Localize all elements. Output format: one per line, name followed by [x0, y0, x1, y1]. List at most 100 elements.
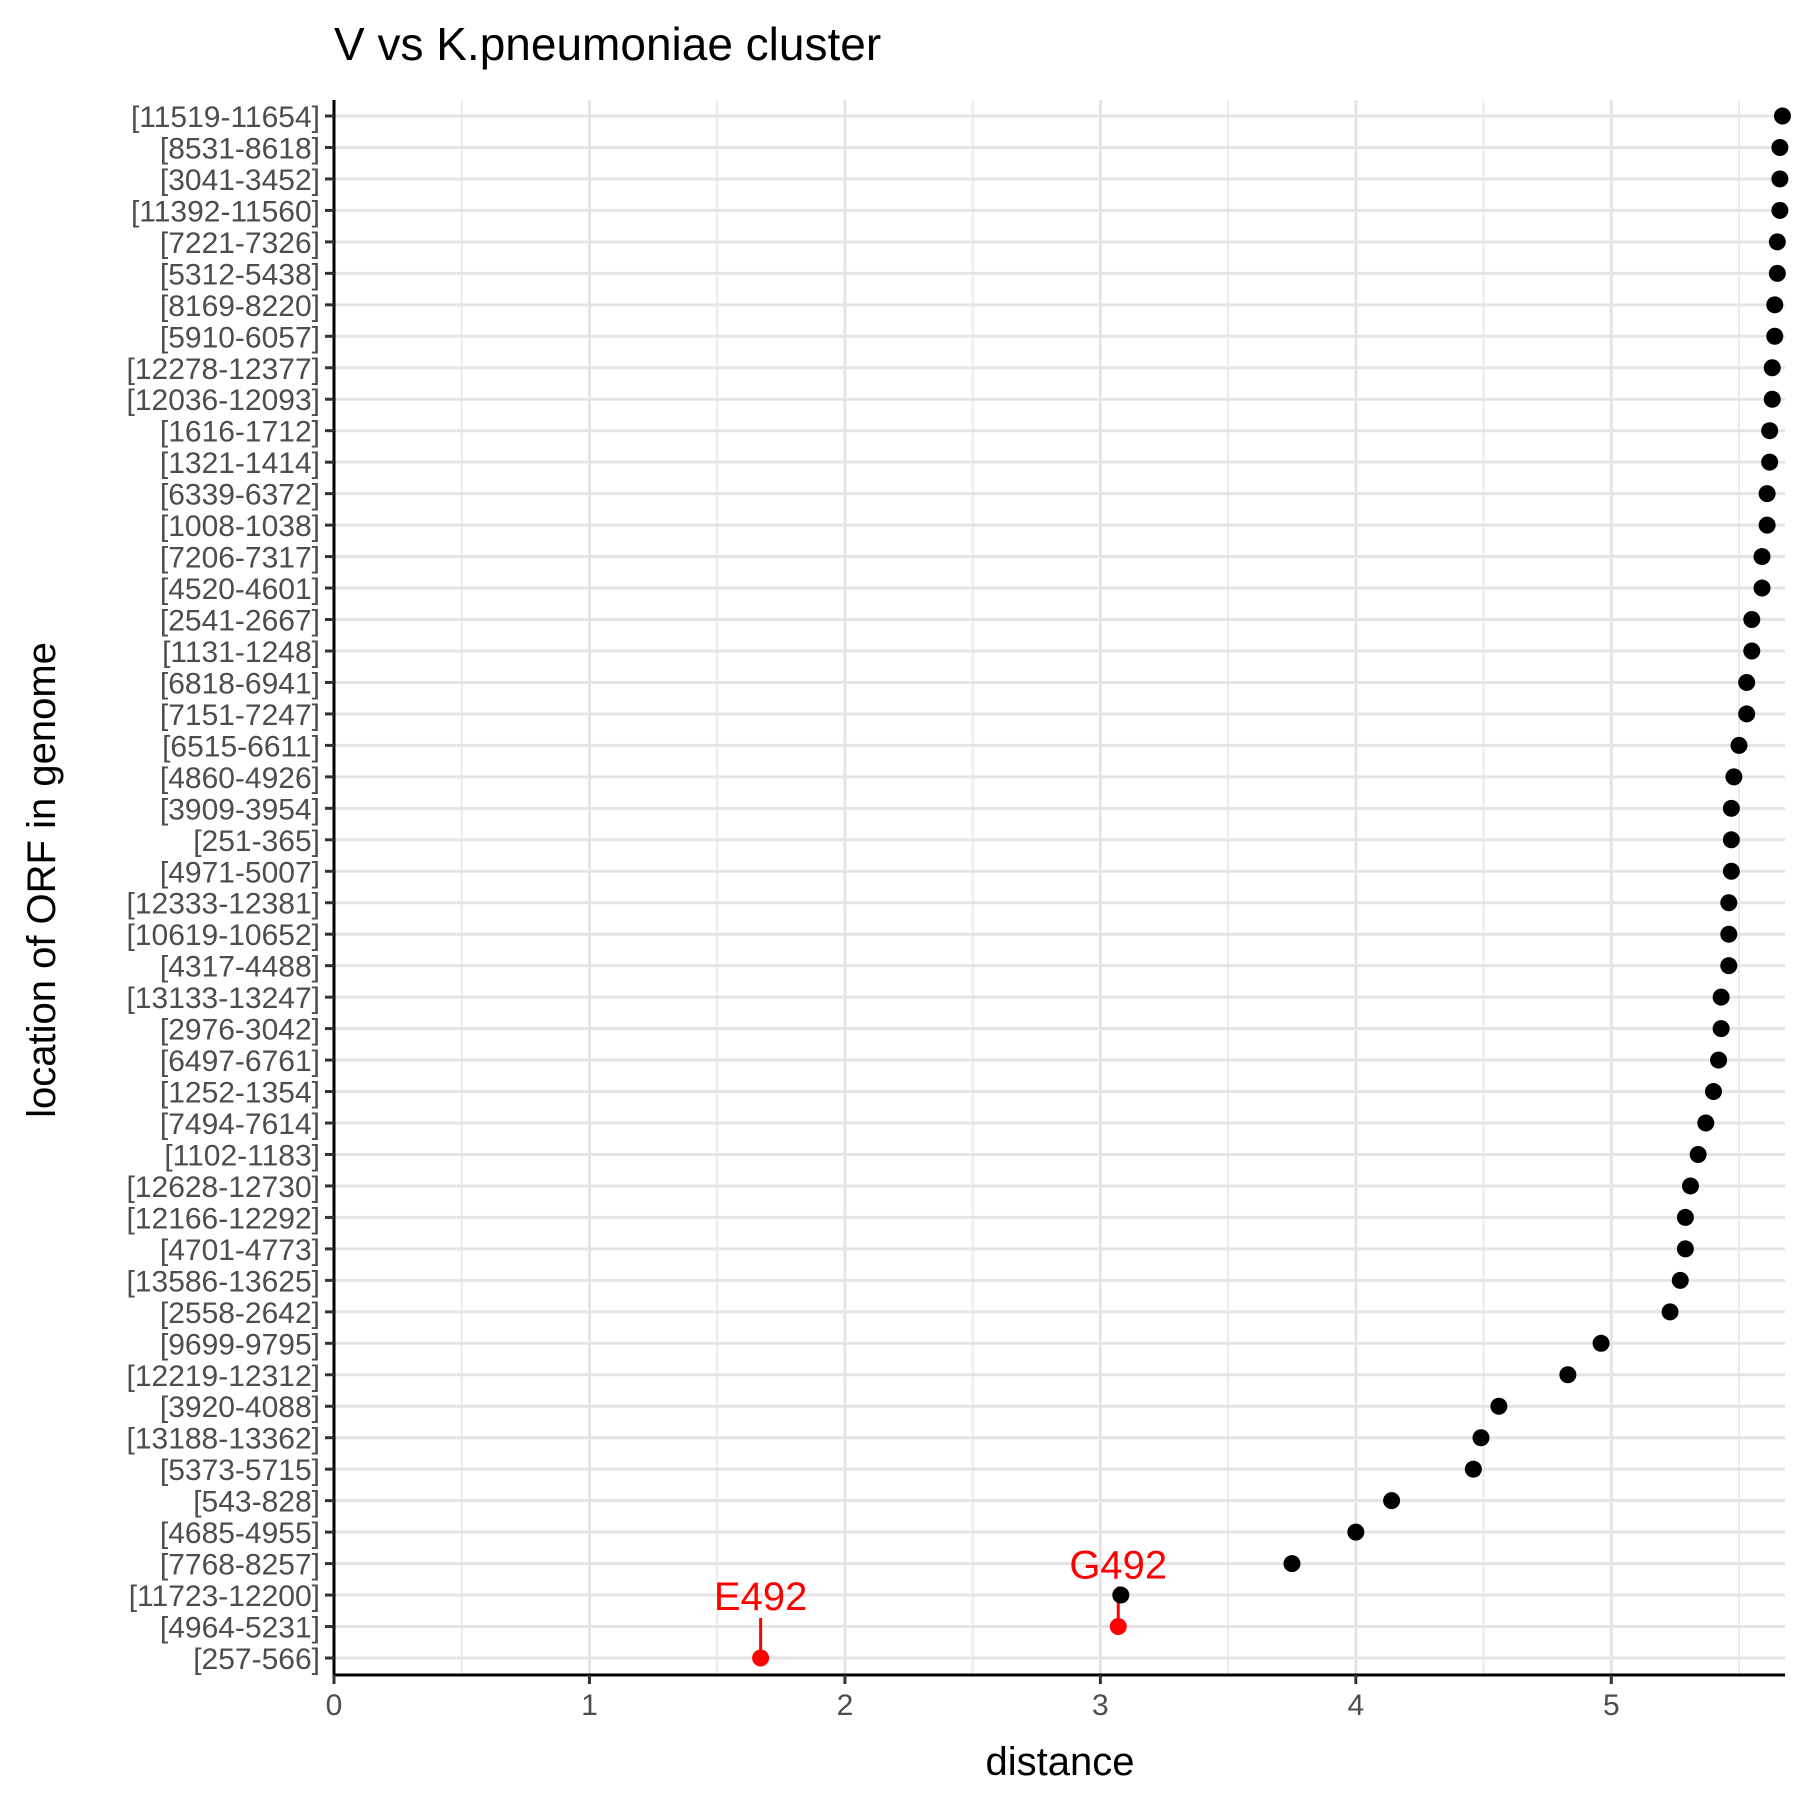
- highlight-point: [752, 1649, 770, 1667]
- x-tick-label: 3: [1092, 1689, 1109, 1722]
- y-tick-label: [3920-4088]: [160, 1391, 320, 1424]
- data-point: [1720, 957, 1738, 975]
- y-tick-label: [12278-12377]: [126, 353, 320, 386]
- y-tick-label: [1008-1038]: [160, 510, 320, 543]
- y-tick-label: [4860-4926]: [160, 762, 320, 795]
- y-axis-title: location of ORF in genome: [20, 642, 64, 1118]
- y-tick-label: [3909-3954]: [160, 793, 320, 826]
- data-points: [752, 107, 1791, 1667]
- data-point: [1743, 642, 1761, 660]
- data-point: [1758, 485, 1776, 503]
- y-tick-label: [1321-1414]: [160, 447, 320, 480]
- y-tick-label: [12036-12093]: [126, 384, 320, 417]
- data-point: [1559, 1366, 1577, 1384]
- x-tick-label: 2: [837, 1689, 854, 1722]
- x-tick-label: 4: [1347, 1689, 1364, 1722]
- y-tick-label: [5312-5438]: [160, 258, 320, 291]
- data-point: [1730, 736, 1748, 754]
- data-point: [1383, 1492, 1401, 1510]
- data-point: [1768, 264, 1786, 282]
- y-tick-label: [5373-5715]: [160, 1454, 320, 1487]
- data-point: [1676, 1208, 1694, 1226]
- y-tick-label: [7151-7247]: [160, 699, 320, 732]
- chart-title: V vs K.pneumoniae cluster: [334, 18, 881, 70]
- data-point: [1720, 894, 1738, 912]
- y-tick-label: [1252-1354]: [160, 1077, 320, 1110]
- y-tick-label: [12219-12312]: [126, 1360, 320, 1393]
- highlight-point: [1109, 1618, 1127, 1636]
- annotation-label: E492: [714, 1575, 807, 1619]
- y-tick-label: [13586-13625]: [126, 1265, 320, 1298]
- y-tick-label: [4701-4773]: [160, 1234, 320, 1267]
- y-tick-label: [4685-4955]: [160, 1517, 320, 1550]
- data-point: [1720, 925, 1738, 943]
- data-point: [1763, 359, 1781, 377]
- data-point: [1738, 705, 1756, 723]
- y-tick-label: [6497-6761]: [160, 1045, 320, 1078]
- y-tick-label: [9699-9795]: [160, 1328, 320, 1361]
- y-tick-label: [1131-1248]: [162, 636, 320, 669]
- y-tick-label: [13188-13362]: [126, 1423, 320, 1456]
- data-point: [1712, 988, 1730, 1006]
- y-tick-label: [12166-12292]: [126, 1202, 320, 1235]
- data-point: [1771, 138, 1789, 156]
- y-tick-label: [10619-10652]: [126, 919, 320, 952]
- x-tick-label: 0: [326, 1689, 343, 1722]
- data-point: [1676, 1240, 1694, 1258]
- data-point: [1112, 1586, 1130, 1604]
- data-point: [1743, 611, 1761, 629]
- data-point: [1753, 548, 1771, 566]
- data-point: [1761, 422, 1779, 440]
- annotation-label: G492: [1069, 1544, 1167, 1588]
- data-point: [1763, 390, 1781, 408]
- y-tick-label: [4964-5231]: [160, 1612, 320, 1645]
- y-tick-label: [4971-5007]: [160, 856, 320, 889]
- data-point: [1283, 1555, 1301, 1573]
- y-tick-label: [11723-12200]: [129, 1580, 320, 1613]
- data-point: [1768, 233, 1786, 251]
- data-point: [1773, 107, 1791, 125]
- y-tick-label: [7221-7326]: [160, 227, 320, 260]
- y-tick-label: [11392-11560]: [131, 195, 320, 228]
- y-tick-label: [2558-2642]: [160, 1297, 320, 1330]
- data-point: [1725, 768, 1743, 786]
- y-tick-label: [543-828]: [193, 1486, 320, 1519]
- y-tick-label: [6818-6941]: [160, 667, 320, 700]
- data-point: [1704, 1083, 1722, 1101]
- data-point: [1592, 1334, 1610, 1352]
- y-tick-label: [2541-2667]: [160, 605, 320, 638]
- data-point: [1689, 1145, 1707, 1163]
- grid: [334, 100, 1785, 1675]
- x-tick-labels: 0 1 2 3 4 5: [326, 1675, 1620, 1722]
- data-point: [1771, 170, 1789, 188]
- data-point: [1661, 1303, 1679, 1321]
- data-point: [1761, 453, 1779, 471]
- x-axis-title: distance: [986, 1740, 1135, 1784]
- data-point: [1671, 1271, 1689, 1289]
- x-tick-label: 5: [1603, 1689, 1620, 1722]
- y-tick-label: [8169-8220]: [160, 290, 320, 323]
- data-point: [1490, 1397, 1508, 1415]
- axes: [332, 100, 1785, 1677]
- y-tick-label: [11519-11654]: [131, 101, 320, 134]
- y-tick-label: [7768-8257]: [160, 1549, 320, 1582]
- data-point: [1712, 1020, 1730, 1038]
- y-tick-label: [257-566]: [193, 1643, 320, 1676]
- y-tick-label: [2976-3042]: [160, 1014, 320, 1047]
- data-point: [1766, 296, 1784, 314]
- y-tick-label: [251-365]: [193, 825, 320, 858]
- data-point: [1722, 831, 1740, 849]
- data-point: [1472, 1429, 1490, 1447]
- data-point: [1697, 1114, 1715, 1132]
- data-point: [1738, 673, 1756, 691]
- y-tick-label: [5910-6057]: [160, 321, 320, 354]
- y-tick-label: [4520-4601]: [160, 573, 320, 606]
- data-point: [1722, 862, 1740, 880]
- data-point: [1771, 201, 1789, 219]
- y-tick-label: [7494-7614]: [160, 1108, 320, 1141]
- y-tick-label: [1616-1712]: [160, 416, 320, 449]
- data-point: [1681, 1177, 1699, 1195]
- y-tick-label: [12333-12381]: [126, 888, 320, 921]
- y-tick-label: [6339-6372]: [160, 479, 320, 512]
- y-tick-labels: [11519-11654][8531-8618][3041-3452][1139…: [126, 101, 334, 1676]
